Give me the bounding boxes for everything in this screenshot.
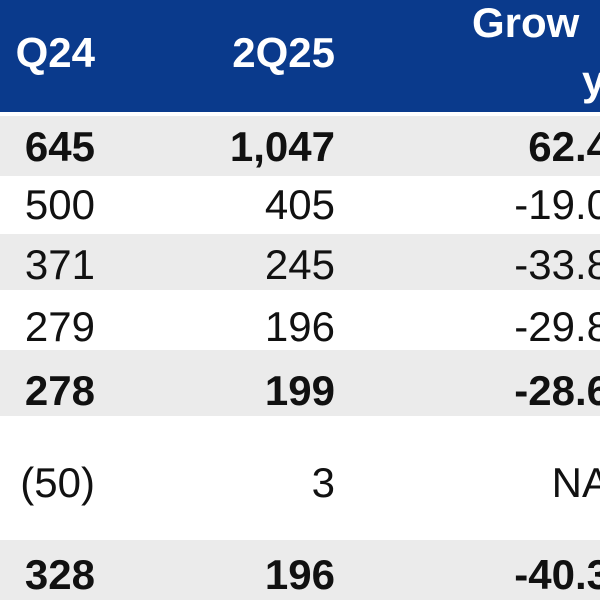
row-7-col-2: 196 xyxy=(264,551,335,598)
row-5-col-2: 199 xyxy=(264,367,335,414)
row-5-col-3: -28.6 xyxy=(514,367,600,414)
row-3-col-3: -33.8 xyxy=(514,241,600,288)
table-row: 278 199 -28.6 xyxy=(0,350,600,416)
row-7-col-1: 328 xyxy=(24,551,95,598)
table-row: 279 196 -29.8 xyxy=(0,292,600,348)
table-row: (50) 3 NA xyxy=(0,416,600,540)
row-3-col-1: 371 xyxy=(24,241,95,288)
header-col-1: Q24 xyxy=(15,29,95,76)
row-1-col-3: 62.4 xyxy=(528,123,600,170)
table-row: 500 405 -19.0 xyxy=(0,176,600,232)
table-row: 371 245 -33.8 xyxy=(0,234,600,290)
header-col-2: 2Q25 xyxy=(232,29,335,76)
row-3-col-2: 245 xyxy=(264,241,335,288)
row-4-col-2: 196 xyxy=(264,303,335,350)
row-2-col-3: -19.0 xyxy=(514,181,600,228)
row-4-col-3: -29.8 xyxy=(514,303,600,350)
row-6-col-2: 3 xyxy=(311,459,335,506)
row-6-col-1: (50) xyxy=(20,459,95,506)
table-row: 328 196 -40.3 xyxy=(0,540,600,600)
row-1-col-1: 645 xyxy=(24,123,95,170)
row-2-col-1: 500 xyxy=(24,181,95,228)
row-7-col-3: -40.3 xyxy=(514,551,600,598)
header-col-3-line2: y xyxy=(582,57,600,104)
row-2-col-2: 405 xyxy=(264,181,335,228)
header-col-3: Grow xyxy=(472,0,580,46)
table-header: Q24 2Q25 Grow y xyxy=(0,0,600,112)
row-1-col-2: 1,047 xyxy=(229,123,335,170)
table-row: 645 1,047 62.4 xyxy=(0,116,600,176)
row-6-col-3: NA xyxy=(551,459,600,506)
row-5-col-1: 278 xyxy=(24,367,95,414)
row-4-col-1: 279 xyxy=(24,303,95,350)
